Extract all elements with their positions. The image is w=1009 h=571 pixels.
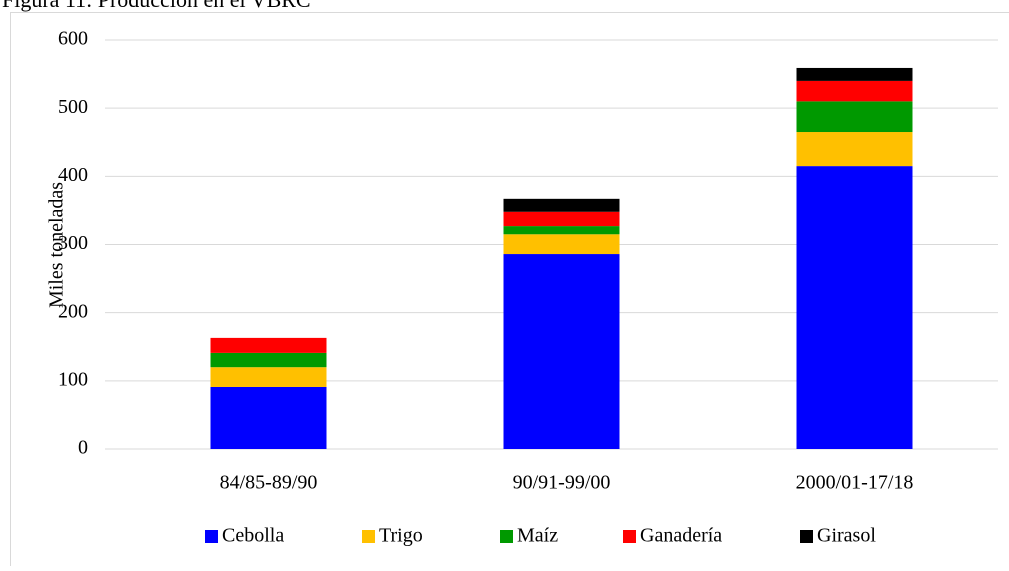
- legend-label: Maíz: [517, 525, 558, 547]
- y-tick-label: 200: [58, 300, 88, 322]
- y-tick-label: 300: [58, 232, 88, 254]
- y-tick-label: 400: [58, 164, 88, 186]
- legend-label: Cebolla: [222, 525, 284, 547]
- legend-swatch: [800, 530, 813, 543]
- legend-swatch: [362, 530, 375, 543]
- x-tick-label: 84/85-89/90: [220, 472, 318, 494]
- bar-segment: [797, 166, 913, 449]
- chart-title: Figura 11: Producción en el VBRC: [2, 0, 311, 12]
- bar-segment: [504, 199, 620, 212]
- bar-segment: [797, 101, 913, 132]
- y-tick-label: 0: [78, 437, 88, 459]
- bar-segment: [211, 338, 327, 353]
- x-tick-label: 90/91-99/00: [513, 472, 611, 494]
- bar-segment: [211, 367, 327, 387]
- bar-segment: [504, 234, 620, 254]
- legend-label: Girasol: [817, 525, 876, 547]
- y-tick-label: 100: [58, 368, 88, 390]
- bar-segment: [797, 68, 913, 81]
- y-tick-label: 600: [58, 28, 88, 50]
- legend-label: Ganadería: [640, 525, 722, 547]
- bar-segment: [797, 132, 913, 166]
- legend-label: Trigo: [379, 525, 423, 547]
- legend-swatch: [500, 530, 513, 543]
- y-tick-label: 500: [58, 96, 88, 118]
- bar-segment: [504, 212, 620, 226]
- legend-swatch: [623, 530, 636, 543]
- legend-swatch: [205, 530, 218, 543]
- bar-segment: [504, 254, 620, 449]
- bar-segment: [504, 226, 620, 234]
- bar-segment: [211, 353, 327, 367]
- bar-segment: [211, 387, 327, 449]
- bar-segment: [797, 81, 913, 101]
- x-tick-label: 2000/01-17/18: [796, 472, 914, 494]
